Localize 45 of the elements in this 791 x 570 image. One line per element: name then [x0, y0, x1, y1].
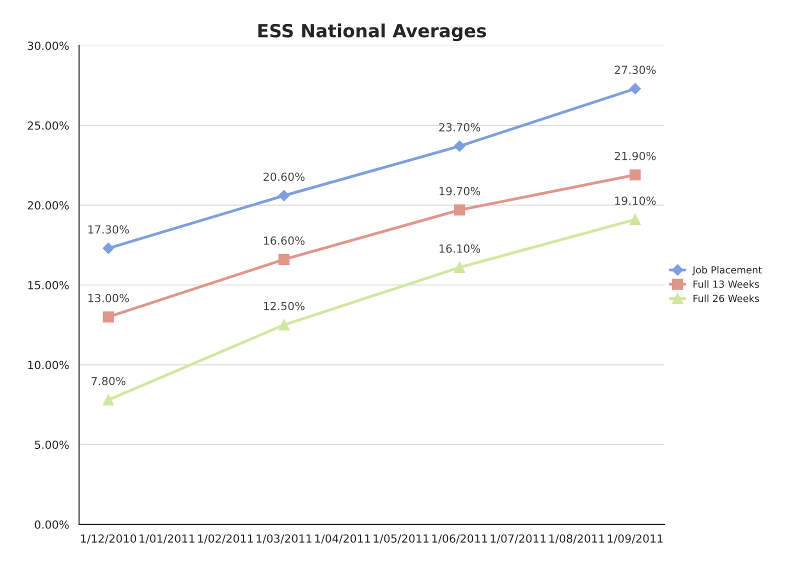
point	[102, 394, 114, 406]
x-tick-label: 1/04/2011	[315, 534, 370, 544]
x-tick-label: 1/12/2010	[81, 534, 136, 544]
y-tick-label: 20.00%	[28, 201, 69, 210]
point	[102, 311, 114, 322]
legend-label: Full 13 Weeks	[694, 280, 760, 288]
point	[630, 214, 641, 226]
data-label: 13.00%	[88, 294, 129, 302]
data-label: 23.70%	[439, 123, 480, 132]
point	[278, 190, 290, 202]
point	[630, 83, 641, 94]
data-label: 16.60%	[264, 236, 305, 245]
point	[454, 140, 466, 152]
point	[630, 169, 641, 180]
x-tick-label: 1/07/2011	[490, 534, 546, 544]
point	[454, 262, 466, 273]
x-tick-label: 1/09/2011	[608, 534, 663, 544]
data-label: 27.30%	[614, 66, 656, 74]
y-tick-label: 25.00%	[28, 121, 69, 130]
x-tick-label: 1/02/2011	[198, 534, 253, 544]
point	[278, 319, 290, 330]
x-tick-label: 1/06/2011	[432, 534, 488, 544]
data-label: 17.30%	[88, 225, 129, 234]
x-tick-label: 1/03/2011	[256, 534, 312, 544]
legend-label: Full 26 Weeks	[694, 294, 760, 302]
x-tick-label: 1/05/2011	[374, 534, 428, 544]
chart-title: ESS National Averages	[258, 24, 486, 42]
y-tick-label: 0.00%	[34, 520, 69, 529]
data-label: 7.80%	[92, 376, 126, 386]
point	[102, 242, 114, 254]
y-tick-label: 10.00%	[28, 360, 69, 370]
x-tick-label: 1/01/2011	[140, 534, 194, 544]
data-label: 19.10%	[615, 196, 656, 205]
y-tick-label: 15.00%	[28, 280, 69, 290]
data-label: 21.90%	[614, 152, 656, 160]
data-label: 12.50%	[264, 302, 305, 310]
y-tick-label: 30.00%	[28, 42, 69, 50]
point	[278, 254, 290, 266]
data-label: 20.60%	[264, 172, 305, 181]
data-label: 16.10%	[440, 244, 480, 253]
data-label: 19.70%	[440, 186, 480, 196]
x-tick-label: 1/08/2011	[549, 534, 604, 544]
legend-label: Job Placement	[692, 266, 762, 276]
point	[454, 204, 466, 216]
y-tick-label: 5.00%	[34, 440, 69, 449]
